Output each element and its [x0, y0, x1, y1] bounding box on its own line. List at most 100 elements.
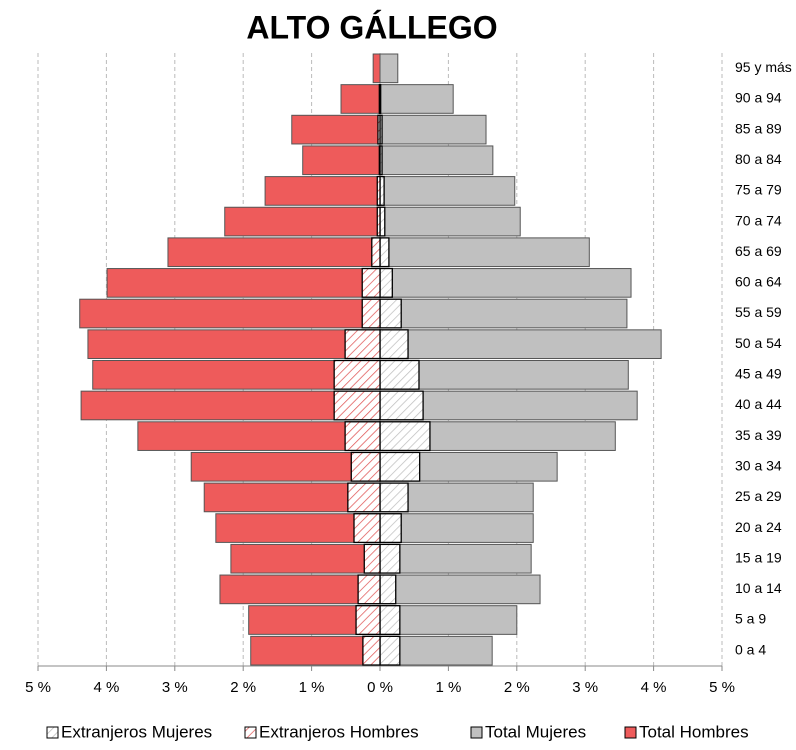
- bar: [355, 605, 381, 636]
- bar: [291, 114, 381, 145]
- bar: [167, 237, 381, 268]
- bar: [379, 114, 487, 145]
- bar: [377, 114, 381, 145]
- y-tick-label: 90 a 94: [735, 90, 782, 106]
- legend-swatch: [244, 726, 257, 739]
- bar: [379, 359, 420, 390]
- bar: [379, 298, 628, 329]
- bar: [379, 513, 534, 543]
- bar: [361, 267, 381, 298]
- bar: [302, 145, 381, 176]
- x-tick-label: 0 %: [367, 679, 393, 696]
- bar: [379, 84, 454, 114]
- x-tick-label: 3 %: [162, 679, 188, 696]
- bar: [379, 574, 397, 605]
- bar: [92, 360, 381, 390]
- legend-swatch: [46, 726, 59, 739]
- y-tick-label: 30 a 34: [735, 457, 782, 473]
- x-tick-label: 5 %: [709, 679, 735, 696]
- legend-label: Total Mujeres: [485, 722, 586, 741]
- bar: [379, 268, 632, 298]
- bar: [379, 574, 541, 605]
- bar: [378, 145, 381, 176]
- y-tick-label: 75 a 79: [735, 182, 782, 198]
- bar: [137, 421, 381, 451]
- y-tick-label: 5 a 9: [735, 611, 766, 627]
- bar: [379, 145, 494, 176]
- bar: [357, 574, 381, 605]
- y-tick-label: 40 a 44: [735, 396, 782, 412]
- bar: [379, 635, 401, 666]
- x-tick-label: 3 %: [572, 679, 598, 696]
- x-tick-label: 2 %: [504, 679, 530, 696]
- bar: [376, 175, 381, 206]
- x-tick-label: 4 %: [93, 679, 119, 696]
- x-tick-label: 1 %: [435, 679, 461, 696]
- bar: [379, 267, 393, 298]
- legend-swatch: [624, 726, 637, 739]
- bar: [379, 206, 521, 237]
- bar: [363, 543, 381, 574]
- bar: [379, 451, 421, 482]
- bar: [79, 298, 381, 329]
- bar: [379, 543, 532, 574]
- y-tick-label: 15 a 19: [735, 549, 782, 565]
- y-tick-label: 60 a 64: [735, 274, 782, 290]
- bar: [87, 329, 381, 360]
- bar: [362, 635, 381, 666]
- bar: [379, 360, 629, 390]
- bar: [333, 390, 381, 421]
- y-tick-label: 0 a 4: [735, 641, 766, 657]
- y-tick-label: 65 a 69: [735, 243, 782, 259]
- bar: [379, 605, 401, 636]
- bar: [340, 84, 381, 114]
- legend-swatch: [470, 726, 483, 739]
- y-tick-label: 70 a 74: [735, 212, 782, 228]
- bar: [224, 206, 381, 237]
- y-tick-label: 25 a 29: [735, 488, 782, 504]
- y-tick-label: 35 a 39: [735, 427, 782, 443]
- bar: [344, 421, 381, 452]
- bar: [379, 390, 424, 421]
- bar: [379, 206, 386, 237]
- bar: [378, 84, 381, 114]
- bar: [379, 329, 662, 360]
- bar: [106, 268, 381, 298]
- bar: [372, 53, 381, 84]
- bar: [379, 298, 402, 329]
- bar: [371, 237, 381, 268]
- bar: [350, 451, 381, 482]
- bar: [379, 237, 390, 268]
- bar: [344, 329, 381, 360]
- legend-label: Total Hombres: [639, 722, 749, 741]
- bar: [379, 176, 516, 206]
- bar: [379, 237, 590, 268]
- y-tick-label: 50 a 54: [735, 335, 782, 351]
- bar: [379, 53, 399, 84]
- legend-label: Extranjeros Mujeres: [61, 722, 212, 741]
- bar: [379, 513, 402, 544]
- bar: [230, 543, 381, 574]
- y-tick-label: 10 a 14: [735, 580, 782, 596]
- y-tick-label: 80 a 84: [735, 151, 782, 167]
- bar: [379, 543, 401, 574]
- chart-title: ALTO GÁLLEGO: [246, 9, 497, 45]
- bar: [379, 482, 409, 513]
- bar: [379, 605, 518, 635]
- x-tick-label: 2 %: [230, 679, 256, 696]
- bar: [379, 329, 409, 360]
- bar: [190, 451, 381, 482]
- bar: [333, 359, 381, 390]
- bar: [80, 390, 381, 421]
- legend-label: Extranjeros Hombres: [259, 722, 419, 741]
- x-tick-label: 5 %: [25, 679, 51, 696]
- bar: [353, 513, 381, 544]
- y-tick-label: 95 y más: [735, 59, 792, 75]
- bar: [379, 421, 431, 452]
- bar: [347, 482, 381, 513]
- bar: [376, 206, 381, 237]
- bar: [219, 574, 381, 605]
- bar: [361, 298, 381, 329]
- bar: [250, 635, 381, 666]
